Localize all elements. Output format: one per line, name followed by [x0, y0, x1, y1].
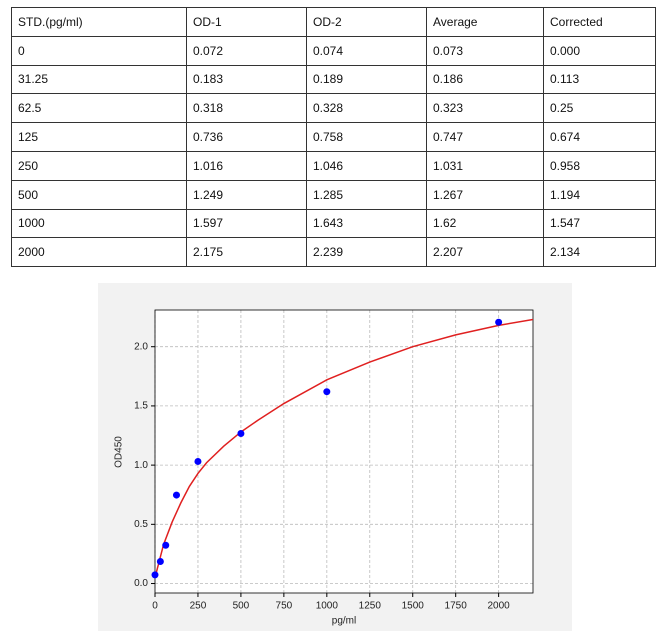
table-cell: 0.189: [306, 64, 427, 95]
table-cell: 1.194: [543, 179, 656, 210]
table-cell: 0.758: [306, 122, 427, 152]
x-tick-label: 1000: [316, 601, 339, 612]
table-cell: 0.747: [426, 122, 544, 152]
table-cell: 1000: [11, 208, 187, 239]
table-cell: 1.031: [426, 150, 544, 181]
data-point: [495, 318, 503, 326]
table-cell: 0: [11, 35, 187, 66]
table-row: 500 1.249 1.285 1.267 1.194: [11, 179, 656, 210]
table-cell: 0.318: [186, 93, 307, 124]
x-axis-label: pg/ml: [332, 616, 356, 627]
table-cell: 1.249: [186, 179, 307, 210]
x-tick-label: 2000: [488, 601, 511, 612]
x-tick-label: 1250: [359, 601, 382, 612]
chart-panel: [98, 283, 572, 631]
data-point: [172, 491, 180, 499]
table-cell: 0.186: [426, 64, 544, 95]
table-cell: 0.183: [186, 64, 307, 95]
table-cell: 1.016: [186, 150, 307, 181]
table-row: 62.5 0.318 0.328 0.323 0.25: [11, 93, 656, 124]
table-row: 250 1.016 1.046 1.031 0.958: [11, 150, 656, 181]
x-tick-label: 750: [276, 601, 293, 612]
table-cell: 0.674: [543, 122, 656, 152]
table-cell: OD-2: [306, 7, 427, 37]
table-cell: 0.736: [186, 122, 307, 152]
table-cell: STD.(pg/ml): [11, 7, 187, 37]
table-row: 31.25 0.183 0.189 0.186 0.113: [11, 64, 656, 95]
data-point: [237, 430, 245, 438]
header-row: STD.(pg/ml) OD-1 OD-2 Average Corrected: [11, 7, 656, 37]
table-cell: 2000: [11, 237, 187, 268]
x-tick-label: 1750: [445, 601, 468, 612]
data-point: [323, 388, 331, 396]
table-cell: 1.643: [306, 208, 427, 239]
table-cell: 31.25: [11, 64, 187, 95]
table-cell: 1.046: [306, 150, 427, 181]
y-tick-label: 1.0: [134, 460, 148, 471]
table-cell: 2.175: [186, 237, 307, 268]
table-cell: 125: [11, 122, 187, 152]
table-cell: 250: [11, 150, 187, 181]
table-cell: 0.074: [306, 35, 427, 66]
x-tick-label: 1500: [402, 601, 425, 612]
table-cell: 0.073: [426, 35, 544, 66]
table-cell: 500: [11, 179, 187, 210]
table-cell: 0.328: [306, 93, 427, 124]
table-cell: 0.25: [543, 93, 656, 124]
table-cell: 1.62: [426, 208, 544, 239]
table-cell: 2.207: [426, 237, 544, 268]
table-cell: 1.547: [543, 208, 656, 239]
y-tick-label: 1.5: [134, 401, 148, 412]
x-tick-label: 500: [233, 601, 250, 612]
table-cell: OD-1: [186, 7, 307, 37]
plot-frame: [154, 309, 534, 594]
data-point: [156, 558, 164, 566]
x-tick-label: 0: [152, 601, 158, 612]
table-cell: Corrected: [543, 7, 656, 37]
table-cell: 1.597: [186, 208, 307, 239]
table-cell: 62.5: [11, 93, 187, 124]
table-cell: 0.323: [426, 93, 544, 124]
y-tick-label: 0.0: [134, 578, 148, 589]
table-row: 2000 2.175 2.239 2.207 2.134: [11, 237, 656, 268]
table-cell: 0.000: [543, 35, 656, 66]
fit-curve: [155, 318, 533, 578]
table-cell: Average: [426, 7, 544, 37]
table-cell: 0.958: [543, 150, 656, 181]
plot-area: [155, 310, 533, 593]
table-cell: 0.072: [186, 35, 307, 66]
table-row: 0 0.072 0.074 0.073 0.000: [11, 35, 656, 66]
y-axis-label: OD450: [114, 436, 125, 468]
table-cell: 0.113: [543, 64, 656, 95]
data-point: [151, 571, 159, 579]
table-row: 1000 1.597 1.643 1.62 1.547: [11, 208, 656, 239]
table-row: 125 0.736 0.758 0.747 0.674: [11, 122, 656, 152]
table-cell: 1.285: [306, 179, 427, 210]
x-tick-label: 250: [190, 601, 207, 612]
table-cell: 2.239: [306, 237, 427, 268]
table-cell: 1.267: [426, 179, 544, 210]
y-tick-label: 2.0: [134, 341, 148, 352]
data-table: STD.(pg/ml) OD-1 OD-2 Average Corrected 0 0.07…: [11, 7, 656, 268]
data-point: [194, 457, 202, 465]
data-point: [162, 541, 170, 549]
table-cell: 2.134: [543, 237, 656, 268]
y-tick-label: 0.5: [134, 519, 148, 530]
